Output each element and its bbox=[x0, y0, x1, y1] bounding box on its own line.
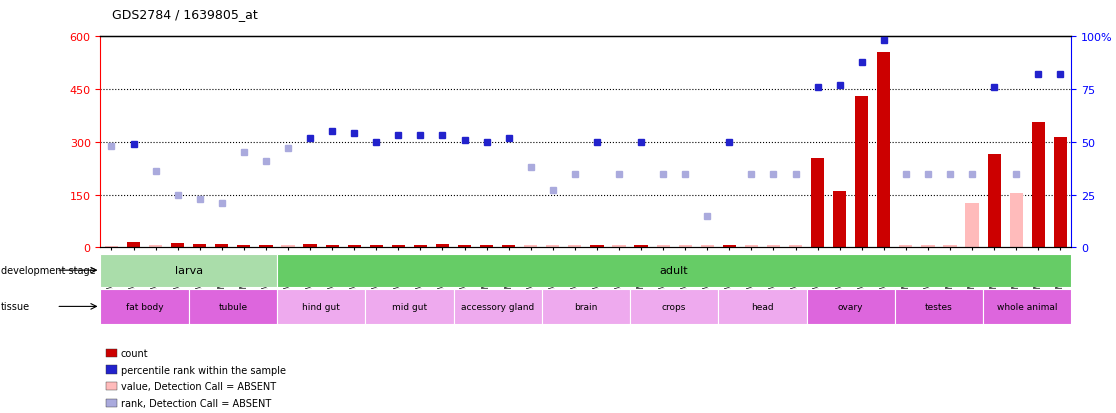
Text: tubule: tubule bbox=[219, 302, 248, 311]
Bar bbox=[1031, 123, 1045, 248]
Bar bbox=[723, 246, 735, 248]
Text: development stage: development stage bbox=[1, 266, 96, 275]
Bar bbox=[171, 244, 184, 248]
Bar bbox=[922, 246, 934, 248]
Text: testes: testes bbox=[925, 302, 953, 311]
Bar bbox=[189, 289, 277, 324]
Bar bbox=[436, 244, 449, 248]
Text: GDS2784 / 1639805_at: GDS2784 / 1639805_at bbox=[112, 8, 258, 21]
Bar bbox=[656, 246, 670, 248]
Bar bbox=[811, 158, 825, 248]
Bar bbox=[983, 289, 1071, 324]
Bar bbox=[877, 53, 891, 248]
Bar bbox=[895, 289, 983, 324]
Bar bbox=[590, 245, 604, 248]
Bar bbox=[277, 289, 365, 324]
Bar bbox=[1054, 137, 1067, 248]
Text: crops: crops bbox=[662, 302, 686, 311]
Text: head: head bbox=[751, 302, 773, 311]
Text: value, Detection Call = ABSENT: value, Detection Call = ABSENT bbox=[121, 381, 276, 391]
Bar bbox=[238, 245, 250, 248]
Bar bbox=[988, 155, 1001, 248]
Text: fat body: fat body bbox=[126, 302, 163, 311]
Bar bbox=[148, 245, 162, 248]
Text: percentile rank within the sample: percentile rank within the sample bbox=[121, 365, 286, 375]
Bar bbox=[277, 254, 1071, 287]
Bar bbox=[833, 192, 846, 248]
Bar bbox=[392, 245, 405, 248]
Text: tissue: tissue bbox=[1, 301, 30, 312]
Bar bbox=[1010, 193, 1022, 248]
Bar bbox=[480, 246, 493, 248]
Bar bbox=[369, 245, 383, 248]
Bar bbox=[215, 244, 229, 248]
Bar bbox=[100, 254, 277, 287]
Bar bbox=[326, 246, 339, 248]
Text: adult: adult bbox=[660, 266, 689, 275]
Bar bbox=[701, 246, 714, 248]
Text: rank, Detection Call = ABSENT: rank, Detection Call = ABSENT bbox=[121, 398, 271, 408]
Bar bbox=[365, 289, 453, 324]
Bar bbox=[414, 246, 427, 248]
Bar bbox=[719, 289, 807, 324]
Bar bbox=[767, 246, 780, 248]
Bar bbox=[304, 244, 317, 248]
Bar bbox=[546, 246, 559, 248]
Bar bbox=[453, 289, 541, 324]
Bar bbox=[193, 244, 206, 248]
Text: mid gut: mid gut bbox=[392, 302, 427, 311]
Bar bbox=[281, 245, 295, 248]
Bar bbox=[899, 246, 913, 248]
Bar bbox=[807, 289, 895, 324]
Bar bbox=[105, 246, 118, 248]
Bar bbox=[789, 246, 802, 248]
Text: larva: larva bbox=[174, 266, 203, 275]
Text: count: count bbox=[121, 348, 148, 358]
Bar bbox=[347, 245, 360, 248]
Bar bbox=[744, 246, 758, 248]
Text: hind gut: hind gut bbox=[302, 302, 340, 311]
Bar bbox=[502, 245, 516, 248]
Bar bbox=[943, 246, 956, 248]
Bar bbox=[634, 246, 647, 248]
Text: ovary: ovary bbox=[838, 302, 864, 311]
Bar bbox=[965, 204, 979, 248]
Bar bbox=[100, 289, 189, 324]
Bar bbox=[259, 245, 272, 248]
Text: whole animal: whole animal bbox=[997, 302, 1058, 311]
Text: brain: brain bbox=[575, 302, 597, 311]
Bar bbox=[541, 289, 631, 324]
Bar bbox=[525, 246, 537, 248]
Bar bbox=[855, 97, 868, 248]
Bar bbox=[631, 289, 719, 324]
Bar bbox=[568, 246, 581, 248]
Bar bbox=[127, 242, 141, 248]
Bar bbox=[613, 246, 626, 248]
Bar bbox=[458, 245, 471, 248]
Text: accessory gland: accessory gland bbox=[461, 302, 535, 311]
Bar bbox=[679, 245, 692, 248]
